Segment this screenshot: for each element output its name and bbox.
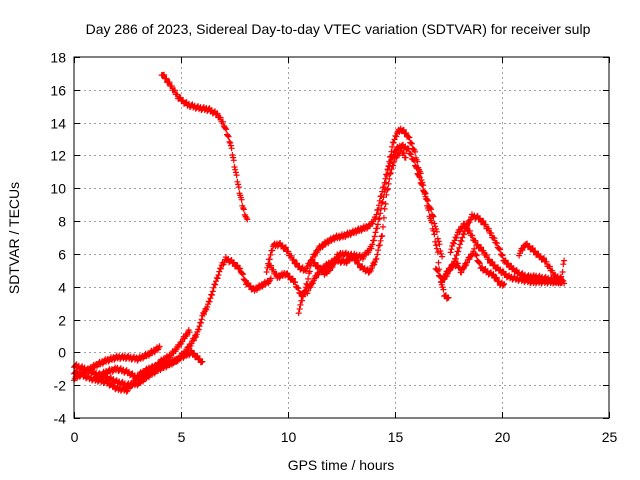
data-point-markers: [295, 145, 409, 317]
series-afternoon-c: [447, 220, 568, 287]
y-tick-label: 12: [50, 148, 66, 164]
series-morning-high: [158, 71, 251, 223]
data-point-markers: [516, 240, 568, 283]
y-tick-label: 6: [58, 247, 66, 263]
y-tick-label: -4: [54, 411, 67, 427]
series-midday-c: [295, 145, 409, 317]
y-tick-label: 14: [50, 116, 66, 132]
series-evening: [516, 240, 568, 283]
series-midday-b: [265, 125, 452, 302]
data-point-markers: [265, 125, 452, 302]
data-point-markers: [441, 245, 508, 289]
y-tick-label: 18: [50, 50, 66, 66]
data-point-markers: [92, 327, 193, 384]
y-tick-label: 8: [58, 214, 66, 230]
series-afternoon-b: [441, 245, 508, 289]
grid-lines: [74, 57, 609, 418]
y-tick-label: 10: [50, 181, 66, 197]
y-tick-label: 2: [58, 313, 66, 329]
y-tick-label: 0: [58, 345, 66, 361]
axes: -4 -2 0 2 4 6 8 10 12 14 16 18 0 5 10 15 20 25: [50, 50, 617, 446]
x-tick-label: 10: [281, 429, 297, 445]
data-points: [71, 71, 568, 395]
data-point-markers: [158, 71, 251, 223]
x-tick-label: 0: [71, 429, 79, 445]
series-early-low-d: [92, 327, 193, 384]
y-axis-label: SDTVAR / TECUs: [6, 182, 22, 294]
chart-title: Day 286 of 2023, Sidereal Day-to-day VTE…: [86, 21, 591, 37]
x-tick-label: 20: [495, 429, 511, 445]
y-tick-label: -2: [54, 378, 67, 394]
x-tick-label: 25: [602, 429, 618, 445]
data-point-markers: [447, 220, 568, 287]
y-tick-label: 4: [58, 280, 66, 296]
x-tick-label: 5: [178, 429, 186, 445]
plot-frame: [73, 56, 610, 419]
y-tick-label: 16: [50, 83, 66, 99]
x-tick-label: 15: [388, 429, 404, 445]
x-axis-label: GPS time / hours: [288, 457, 395, 473]
